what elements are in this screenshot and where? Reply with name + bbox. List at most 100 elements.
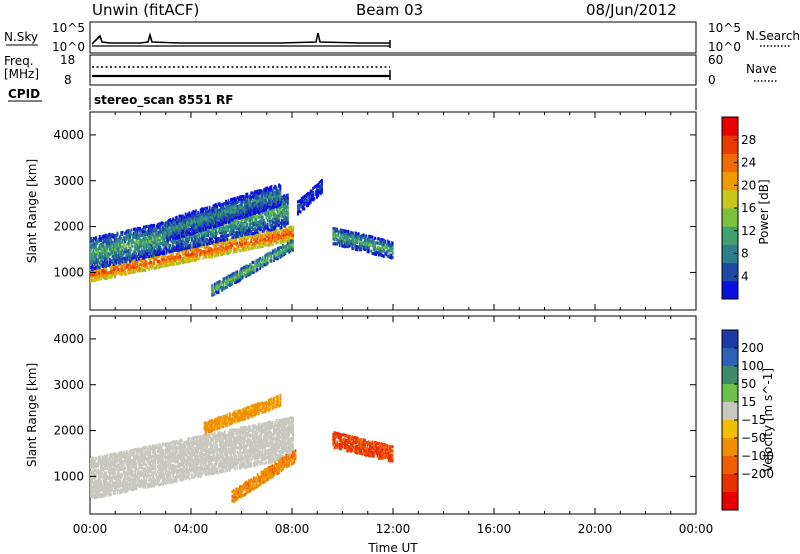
heatmap-cell xyxy=(149,242,152,247)
heatmap-cell xyxy=(247,271,250,275)
heatmap-cell xyxy=(193,258,196,262)
heatmap-cell xyxy=(183,223,186,227)
heatmap-cell xyxy=(367,234,370,238)
heatmap-cell xyxy=(197,238,200,242)
heatmap-cell xyxy=(96,260,99,264)
heatmap-cell xyxy=(134,264,137,268)
heatmap-cell xyxy=(143,253,145,257)
heatmap-cell xyxy=(362,241,365,245)
heatmap-cell xyxy=(144,456,147,461)
heatmap-cell xyxy=(184,240,187,244)
heatmap-cell xyxy=(348,239,351,243)
heatmap-cell xyxy=(337,233,340,238)
heatmap-cell xyxy=(358,246,361,250)
heatmap-cell xyxy=(212,234,215,238)
heatmap-cell xyxy=(121,248,124,253)
heatmap-cell xyxy=(252,213,255,217)
heatmap-cell xyxy=(216,221,219,225)
heatmap-cell xyxy=(183,234,186,238)
heatmap-cell xyxy=(117,271,120,275)
heatmap-cell xyxy=(182,259,185,263)
heatmap-cell xyxy=(180,231,183,235)
heatmap-cell xyxy=(279,201,282,205)
heatmap-cell xyxy=(91,463,94,467)
heatmap-cell xyxy=(182,243,185,247)
heatmap-cell xyxy=(102,275,105,279)
heatmap-cell xyxy=(209,248,212,253)
heatmap-cell xyxy=(203,230,206,234)
heatmap-cell xyxy=(160,254,163,258)
heatmap-cell xyxy=(121,484,124,488)
cpid-panel: CPID stereo_scan 8551 RF xyxy=(8,87,697,110)
heatmap-cell xyxy=(215,247,217,251)
heatmap-cell xyxy=(213,215,216,219)
heatmap-cell xyxy=(135,483,138,487)
heatmap-cell xyxy=(366,243,369,247)
heatmap-cell xyxy=(121,259,124,263)
heatmap-cell xyxy=(268,218,270,222)
heatmap-cell xyxy=(198,233,201,237)
heatmap-cell xyxy=(285,220,288,224)
heatmap-cell xyxy=(215,234,217,238)
heatmap-cell xyxy=(97,239,100,244)
heatmap-cell xyxy=(245,236,248,241)
heatmap-cell xyxy=(139,254,142,258)
heatmap-cell xyxy=(307,191,310,196)
heatmap-cell xyxy=(208,212,211,216)
heatmap-cell xyxy=(269,215,272,219)
heatmap-cell xyxy=(103,272,106,276)
heatmap-cell xyxy=(309,191,312,195)
heatmap-cell xyxy=(300,202,303,207)
heatmap-cell xyxy=(115,265,118,269)
heatmap-cell xyxy=(218,216,221,220)
heatmap-cell xyxy=(204,230,207,234)
heatmap-cell xyxy=(227,233,230,237)
heatmap-cell xyxy=(150,467,153,471)
heatmap-cell xyxy=(252,210,255,214)
heatmap-cell xyxy=(264,203,267,207)
heatmap-cell xyxy=(92,481,95,485)
heatmap-cell xyxy=(185,259,188,263)
heatmap-cell xyxy=(254,241,256,245)
heatmap-cell xyxy=(206,225,208,229)
heatmap-cell xyxy=(216,247,219,251)
heatmap-cell xyxy=(140,246,143,251)
heatmap-cell xyxy=(261,229,264,233)
heatmap-cell xyxy=(112,262,115,266)
heatmap-cell xyxy=(145,243,148,247)
heatmap-cell xyxy=(108,455,111,459)
heatmap-cell xyxy=(266,230,269,234)
heatmap-cell xyxy=(121,452,124,457)
heatmap-cell xyxy=(231,278,234,282)
heatmap-cell xyxy=(237,220,240,225)
heatmap-cell xyxy=(269,196,272,200)
heatmap-cell xyxy=(381,246,384,251)
heatmap-cell xyxy=(189,223,192,227)
heatmap-cell xyxy=(265,195,268,199)
heatmap-cell xyxy=(140,451,143,455)
heatmap-cell xyxy=(102,462,105,466)
heatmap-cell xyxy=(145,450,148,454)
heatmap-cell xyxy=(271,191,274,195)
heatmap-cell xyxy=(279,193,282,197)
heatmap-cell xyxy=(158,225,161,229)
heatmap-cell xyxy=(117,468,120,472)
heatmap-cell xyxy=(250,268,253,272)
heatmap-cell xyxy=(131,258,134,262)
heatmap-cell xyxy=(102,244,105,248)
heatmap-cell xyxy=(222,279,225,283)
heatmap-cell xyxy=(353,241,356,245)
heatmap-cell xyxy=(136,261,139,265)
heatmap-cell xyxy=(269,242,272,246)
heatmap-cell xyxy=(244,245,246,249)
heatmap-cell xyxy=(225,202,227,206)
heatmap-cell xyxy=(257,245,260,249)
heatmap-cell xyxy=(151,233,154,237)
heatmap-cell xyxy=(217,229,220,233)
heatmap-cell xyxy=(96,470,99,474)
heatmap-cell xyxy=(252,223,255,227)
heatmap-cell xyxy=(182,214,185,218)
heatmap-cell xyxy=(201,252,203,256)
heatmap-cell xyxy=(274,214,277,218)
heatmap-cell xyxy=(299,200,302,204)
